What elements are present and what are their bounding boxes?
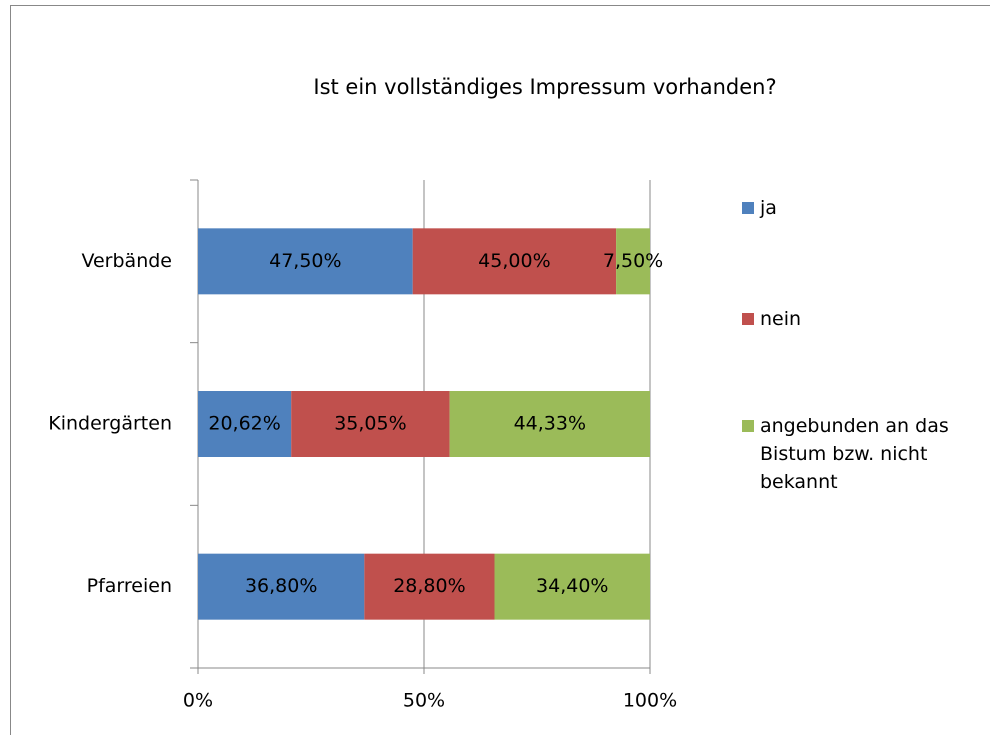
chart-border (10, 5, 990, 735)
chart-title: Ist ein vollständiges Impressum vorhande… (313, 75, 776, 99)
data-label: 34,40% (536, 575, 608, 597)
x-tick-label: 100% (623, 690, 677, 712)
x-tick-label: 50% (403, 690, 445, 712)
data-label: 44,33% (514, 413, 586, 435)
data-label: 45,00% (478, 250, 550, 272)
bar-segment (364, 553, 495, 620)
legend-label: nein (760, 308, 802, 330)
data-label: 36,80% (245, 575, 317, 597)
x-tick-label: 0% (183, 690, 213, 712)
legend-item: angebunden an das Bistum bzw. nicht beka… (742, 412, 982, 496)
y-tick-label: Verbände (81, 250, 172, 272)
data-label: 20,62% (208, 413, 280, 435)
legend-swatch (742, 202, 754, 214)
bar-segment (449, 391, 650, 457)
data-label: 7,50% (603, 250, 663, 272)
y-tick-label: Pfarreien (87, 575, 172, 597)
bar-segment (198, 228, 413, 295)
bar-segment (198, 391, 292, 457)
data-label: 35,05% (334, 413, 406, 435)
data-label: 28,80% (393, 575, 465, 597)
legend-item: ja (742, 194, 982, 222)
data-label: 47,50% (269, 250, 341, 272)
legend-swatch (742, 313, 754, 325)
legend-swatch (742, 420, 754, 432)
legend-item: nein (742, 305, 982, 333)
legend-label: angebunden an das Bistum bzw. nicht beka… (760, 415, 949, 493)
bar-segment (291, 391, 450, 457)
bar-segment (198, 553, 365, 620)
bar-segment (616, 228, 650, 295)
legend-label: ja (760, 197, 777, 219)
y-tick-label: Kindergärten (48, 413, 172, 435)
bar-segment (494, 553, 650, 620)
bar-segment (412, 228, 617, 295)
